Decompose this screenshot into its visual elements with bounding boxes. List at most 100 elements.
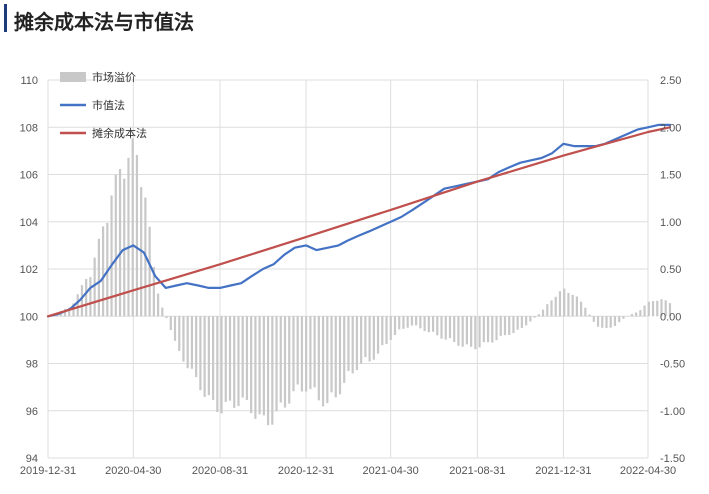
premium-bar [245,316,249,400]
premium-bar [72,303,75,317]
y-right-tick-label: 2.00 [660,122,681,134]
premium-bar [326,316,329,404]
y-left-tick-label: 106 [20,170,38,182]
premium-bar [237,316,240,407]
premium-bar [224,316,227,402]
premium-bar [165,316,168,319]
premium-bar [448,316,452,339]
premium-bar [254,316,257,419]
legend-swatch-premium [60,72,86,82]
premium-bar [486,316,490,343]
premium-bar [355,316,359,371]
premium-bar [156,293,160,317]
premium-bar [93,257,96,317]
premium-bar [567,292,570,317]
y-right-tick-label: 2.50 [660,75,681,87]
premium-bar [541,309,545,317]
premium-bar [347,316,350,372]
premium-bar [558,291,562,317]
premium-bar [618,316,621,323]
premium-bar [309,316,312,390]
premium-bar [135,154,139,317]
premium-bar [262,316,265,416]
premium-bar [63,308,67,317]
premium-bar [584,307,587,317]
premium-bar [419,316,422,329]
y-right-tick-label: -0.50 [660,359,685,371]
premium-bar [372,316,375,360]
premium-bar [491,316,494,343]
premium-bar [580,301,583,317]
premium-bar [241,316,244,398]
y-right-tick-label: 0.50 [660,264,681,276]
premium-bar [609,316,612,328]
premium-bar [664,300,667,317]
y-left-tick-label: 98 [26,359,38,371]
premium-bar [169,316,172,331]
premium-bar [330,316,333,393]
premium-bar [529,316,532,322]
premium-bar [152,266,155,317]
premium-bar [470,316,473,347]
premium-bar [123,178,126,317]
premium-bar [647,301,650,317]
premium-bar [250,316,253,414]
title-accent-bar [4,4,7,32]
premium-bar [423,316,426,332]
premium-bar [161,307,164,317]
y-right-tick-label: 0.00 [660,311,681,323]
premium-bar [351,316,354,374]
premium-bar [453,316,456,343]
premium-bar [266,316,270,426]
legend-label: 市场溢价 [92,70,136,84]
premium-bar [233,316,236,408]
premium-bar [588,314,591,317]
premium-bar [114,174,117,317]
premium-bar [537,314,540,317]
y-axis-left: 94 96 98 100 102 104 106 108 110 [20,75,38,465]
premium-bar [516,316,519,330]
chart-title: 摊余成本法与市值法 [14,10,194,34]
x-tick-label: 2020-12-31 [278,465,334,477]
premium-bar [271,316,274,425]
premium-bar [76,294,79,317]
premium-bar [258,316,261,415]
premium-bar [575,296,578,317]
premium-bar [68,307,71,317]
premium-bar [550,300,553,317]
premium-bar [110,195,113,317]
premium-bar [296,316,299,385]
premium-bar [482,316,485,343]
premium-bar [203,316,206,397]
premium-bar [427,316,430,333]
premium-bar [334,316,337,398]
y-left-tick-label: 96 [26,406,38,418]
premium-bar [668,303,672,317]
premium-bar [457,316,460,346]
premium-bar [499,316,502,336]
premium-bar [520,316,523,328]
premium-bar [656,300,659,317]
premium-bar [626,315,629,317]
premium-bar [622,316,625,319]
premium-bar [554,296,557,317]
premium-bar [503,316,507,336]
premium-bar [182,316,185,362]
x-tick-label: 2021-12-31 [535,465,591,477]
x-tick-label: 2021-04-30 [363,465,419,477]
y-right-tick-label: 1.00 [660,217,681,229]
premium-bar [393,316,397,336]
premium-bar [317,316,320,401]
premium-bar [639,310,642,317]
premium-bar [512,316,515,333]
premium-bar [228,316,232,401]
premium-bar [195,316,198,378]
y-left-tick-label: 110 [20,75,38,87]
premium-bar [398,316,401,330]
premium-bar [148,226,151,317]
series-lines [46,123,672,318]
premium-bar [80,285,84,317]
premium-bar [199,316,202,391]
premium-bar [613,316,617,326]
